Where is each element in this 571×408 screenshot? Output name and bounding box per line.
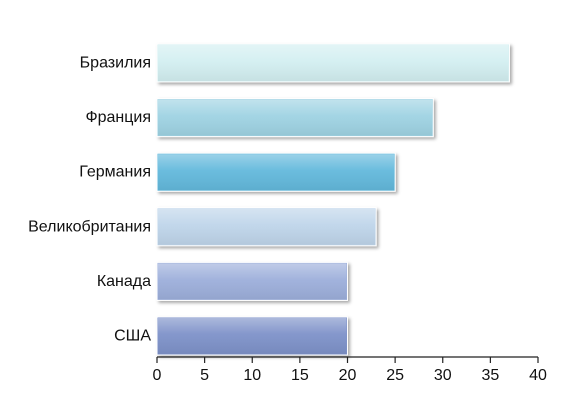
- bar-1: [156, 43, 510, 83]
- x-tick-label: 5: [200, 367, 209, 384]
- category-label: Великобритания: [28, 218, 151, 235]
- bar-highlight: [158, 318, 347, 354]
- bar-4: [156, 207, 377, 247]
- bar-highlight: [158, 208, 376, 245]
- x-tick-label: 35: [481, 367, 499, 384]
- bar-3: [156, 152, 396, 192]
- x-tick-label: 0: [153, 367, 162, 384]
- x-axis-ticks: 0 5 10 15 20 25 30 35 40: [153, 357, 547, 384]
- x-tick-label: 15: [291, 367, 309, 384]
- x-tick-label: 30: [434, 367, 452, 384]
- category-label: Франция: [85, 109, 151, 126]
- bar-highlight: [158, 263, 347, 300]
- x-tick-label: 40: [529, 367, 547, 384]
- x-tick-label: 20: [339, 367, 357, 384]
- bar-highlight: [158, 45, 509, 81]
- category-labels: Бразилия Франция Германия Великобритания Кан…: [28, 55, 151, 345]
- category-label: Бразилия: [80, 55, 151, 72]
- bars-layer: [156, 43, 510, 356]
- bar-6: [156, 316, 348, 356]
- category-label: Канада: [97, 273, 151, 290]
- bar-highlight: [158, 154, 395, 191]
- category-label: США: [114, 328, 151, 345]
- x-tick-label: 25: [386, 367, 404, 384]
- x-tick-label: 10: [243, 367, 261, 384]
- category-label: Германия: [79, 164, 151, 181]
- bar-5: [156, 261, 348, 301]
- bar-highlight: [158, 99, 433, 136]
- bar-2: [156, 98, 434, 138]
